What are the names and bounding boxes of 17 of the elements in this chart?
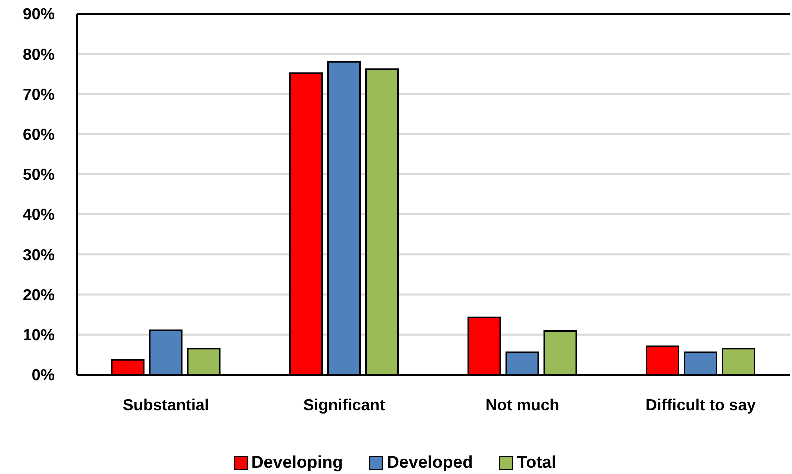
y-tick-label: 30%: [22, 247, 55, 264]
y-tick-label: 70%: [22, 86, 55, 104]
legend-label: Developing: [252, 453, 344, 473]
x-tick-label: Difficult to say: [646, 397, 756, 414]
legend-label: Total: [517, 453, 556, 473]
y-tick-label: 40%: [22, 207, 55, 224]
y-tick-label: 50%: [22, 167, 55, 184]
y-tick-label: 90%: [22, 6, 55, 24]
legend-label: Developed: [387, 453, 474, 473]
x-tick-label: Substantial: [123, 397, 210, 414]
x-tick-label: Significant: [303, 397, 386, 414]
y-tick-label: 0%: [32, 368, 55, 385]
y-tick-label: 60%: [22, 127, 55, 144]
x-tick-label: Not much: [486, 397, 560, 414]
y-tick-label: 80%: [22, 46, 55, 64]
y-tick-label: 20%: [22, 287, 55, 304]
y-tick-label: 10%: [22, 328, 55, 345]
